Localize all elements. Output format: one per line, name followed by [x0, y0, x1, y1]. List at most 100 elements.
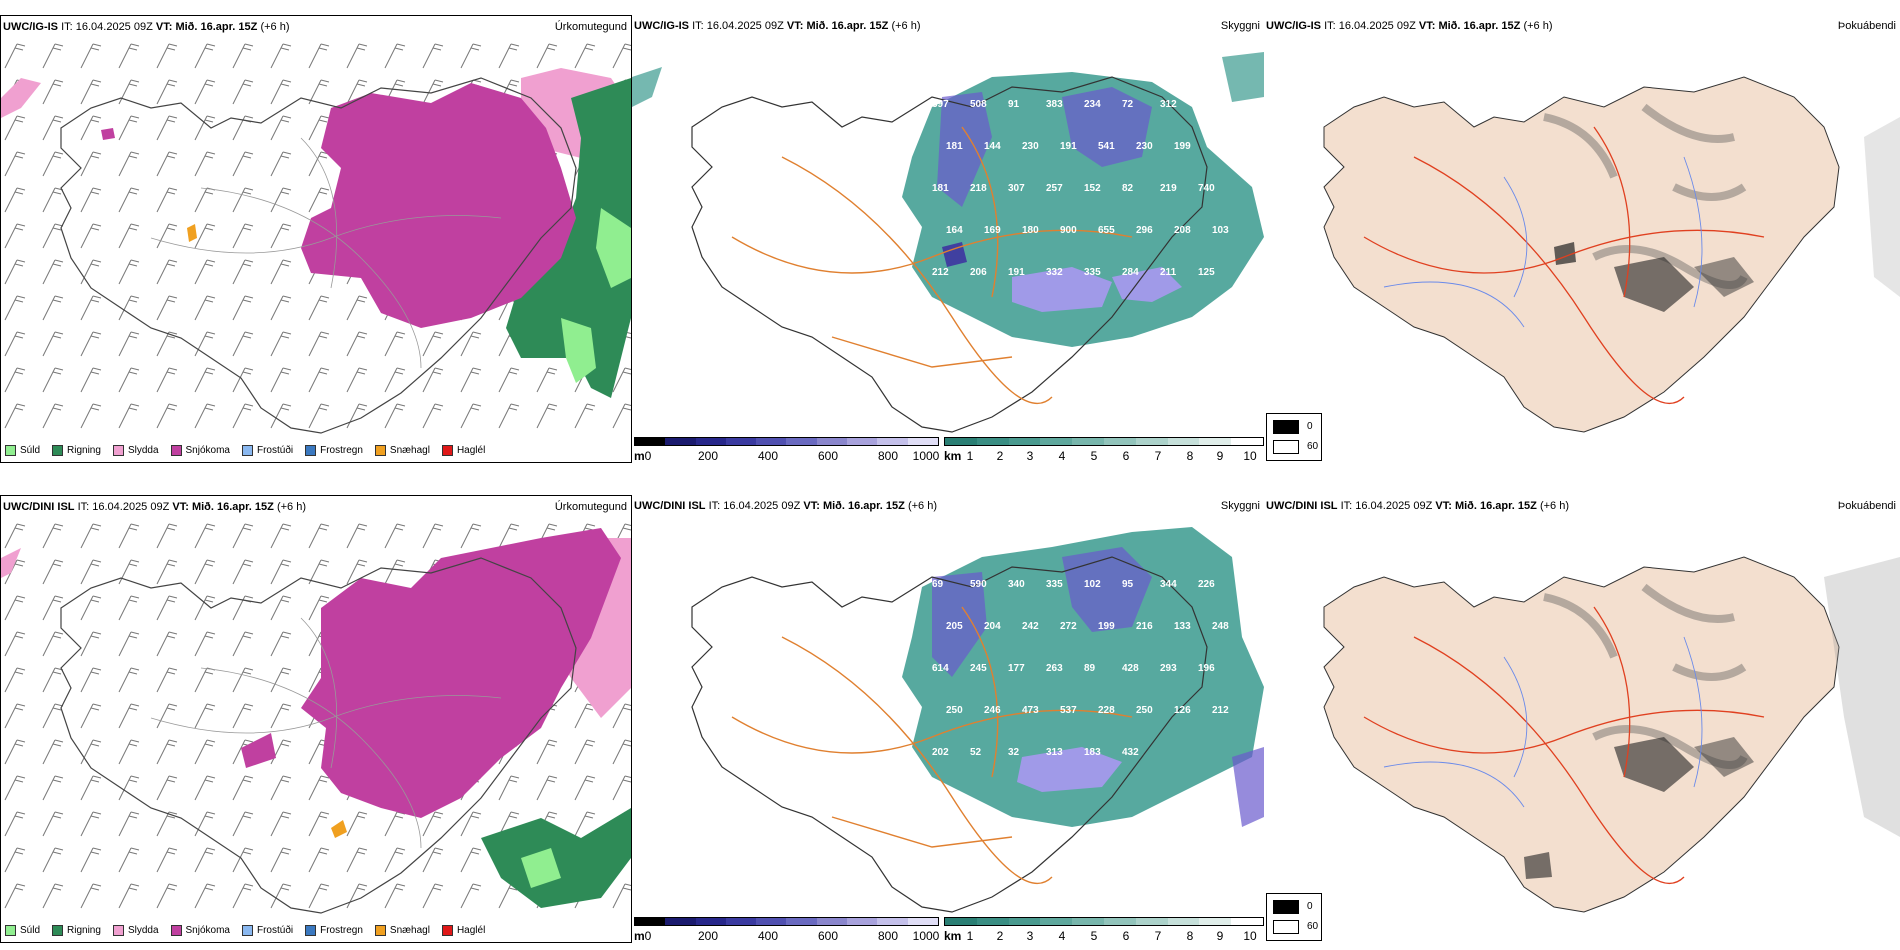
peak-label: 218: [970, 183, 987, 194]
peak-label: 205: [946, 621, 963, 632]
header-row1: UWC/IG-IS IT: 16.04.2025 09Z VT: Mið. 16…: [3, 21, 290, 33]
precip-panel-row1: UWC/IG-IS IT: 16.04.2025 09Z VT: Mið. 16…: [0, 15, 632, 463]
height-colorbar-strip: [634, 917, 939, 926]
peak-label: 196: [1198, 663, 1215, 674]
vis-tick: 3: [1026, 929, 1034, 943]
peak-label: 102: [1084, 579, 1101, 590]
height-tick: 400: [757, 929, 779, 943]
legend-swatch: [374, 445, 386, 456]
peak-label: 537: [1060, 705, 1077, 716]
peak-label: 432: [1122, 747, 1139, 758]
vis-map-row2: 69 590 340 335 102 95 344 226 205 204 242 272 199 216…: [691, 527, 1264, 913]
peak-label: 245: [970, 663, 987, 674]
legend-swatch: [305, 925, 317, 936]
peak-label: 312: [1160, 99, 1177, 110]
peak-label: 296: [1136, 225, 1153, 236]
height-tick: 1000: [912, 449, 940, 463]
vis-tick: 6: [1122, 449, 1130, 463]
cloud-key-dark-label: 0: [1307, 901, 1313, 912]
legend-item: Frostregn: [305, 925, 363, 936]
peak-labels-row1: 597 508 91 383 234 72 312 474 181 144 230 191 541 230…: [932, 99, 1229, 278]
peak-label: 541: [1098, 141, 1115, 152]
legend-item: Slydda: [112, 445, 159, 456]
peak-label: 202: [932, 747, 949, 758]
legend-swatch: [441, 445, 453, 456]
peak-label: 199: [1098, 621, 1115, 632]
vis-colorbar-strip: [944, 437, 1264, 446]
peak-label: 199: [1174, 141, 1191, 152]
height-tick: 600: [817, 929, 839, 943]
legend-swatch: [5, 445, 16, 456]
fog-map-row2: [1323, 556, 1900, 913]
vis-title-row1: Skyggni: [1220, 20, 1260, 32]
legend-swatch: [5, 925, 16, 936]
peak-label: 181: [932, 183, 949, 194]
peak-label: 52: [970, 747, 982, 758]
precip-title-row1: Úrkomutegund: [554, 21, 627, 33]
legend-swatch: [170, 925, 182, 936]
legend-swatch: [305, 445, 317, 456]
legend-swatch: [170, 445, 182, 456]
height-colorbar-strip: [634, 437, 939, 446]
peak-label: 212: [932, 267, 949, 278]
vis-tick: 1: [966, 929, 974, 943]
vis-tick: 9: [1216, 929, 1224, 943]
legend-swatch: [374, 925, 386, 936]
fog-panel-row1: UWC/IG-IS IT: 16.04.2025 09Z VT: Mið. 16…: [1264, 15, 1900, 463]
peak-labels-row2: 69 590 340 335 102 95 344 226 205 204 242 272 199 216…: [932, 579, 1229, 758]
peak-label: 284: [1122, 267, 1139, 278]
vis-panel-row1: UWC/IG-IS IT: 16.04.2025 09Z VT: Mið. 16…: [632, 15, 1264, 463]
peak-label: 293: [1160, 663, 1177, 674]
peak-label: 740: [1198, 183, 1215, 194]
legend-item: Rigning: [52, 445, 101, 456]
peak-label: 226: [1198, 579, 1215, 590]
vis-tick: 4: [1058, 929, 1066, 943]
peak-label: 206: [970, 267, 987, 278]
peak-label: 383: [1046, 99, 1063, 110]
cloud-key-light: [1273, 440, 1299, 454]
peak-label: 508: [970, 99, 987, 110]
peak-label: 219: [1160, 183, 1177, 194]
vis-unit: km: [944, 929, 962, 943]
peak-label: 91: [1008, 99, 1020, 110]
fog-title-row1: Þokuábendi: [1837, 20, 1896, 32]
vis-tick: 2: [996, 929, 1004, 943]
vis-unit: km: [944, 449, 962, 463]
legend-item: Rigning: [52, 925, 101, 936]
cloud-key-row1: 0 60: [1266, 413, 1322, 461]
peak-label: 211: [1160, 267, 1177, 278]
vis-map-row1: 597 508 91 383 234 72 312 474 181 144 230 191 541 230…: [632, 52, 1264, 433]
height-unit: m: [634, 449, 645, 463]
peak-label: 313: [1046, 747, 1063, 758]
peak-label: 242: [1022, 621, 1039, 632]
header-row2: UWC/DINI ISL IT: 16.04.2025 09Z VT: Mið.…: [3, 501, 306, 513]
header-row2-fog: UWC/DINI ISL IT: 16.04.2025 09Z VT: Mið.…: [1266, 500, 1569, 512]
legend-swatch: [112, 445, 124, 456]
peak-label: 230: [1022, 141, 1039, 152]
peak-label: 428: [1122, 663, 1139, 674]
header-row2-vis: UWC/DINI ISL IT: 16.04.2025 09Z VT: Mið.…: [634, 500, 937, 512]
header-row1-vis: UWC/IG-IS IT: 16.04.2025 09Z VT: Mið. 16…: [634, 20, 921, 32]
peak-label: 900: [1060, 225, 1077, 236]
cloud-key-row2: 0 60: [1266, 893, 1322, 941]
peak-label: 181: [946, 141, 963, 152]
legend-item: Súld: [5, 445, 40, 456]
peak-label: 89: [1084, 663, 1096, 674]
vis-tick: 10: [1243, 929, 1257, 943]
height-tick: 1000: [912, 929, 940, 943]
precip-panel-row2: UWC/DINI ISL IT: 16.04.2025 09Z VT: Mið.…: [0, 495, 632, 943]
precip-legend-row2: Súld Rigning Slydda Snjókoma Frostúði Fr…: [5, 925, 485, 936]
peak-label: 125: [1198, 267, 1215, 278]
fog-panel-row2: UWC/DINI ISL IT: 16.04.2025 09Z VT: Mið.…: [1264, 495, 1900, 943]
legend-item: Snæhagl: [374, 445, 430, 456]
legend-item: Snjókoma: [170, 925, 230, 936]
height-tick: 800: [877, 929, 899, 943]
vis-tick: 9: [1216, 449, 1224, 463]
vis-tick: 8: [1186, 929, 1194, 943]
peak-label: 257: [1046, 183, 1063, 194]
vis-tick: 6: [1122, 929, 1130, 943]
precip-map-row2: [1, 518, 631, 918]
peak-label: 473: [1022, 705, 1039, 716]
peak-label: 230: [1136, 141, 1153, 152]
vis-tick: 7: [1154, 929, 1162, 943]
